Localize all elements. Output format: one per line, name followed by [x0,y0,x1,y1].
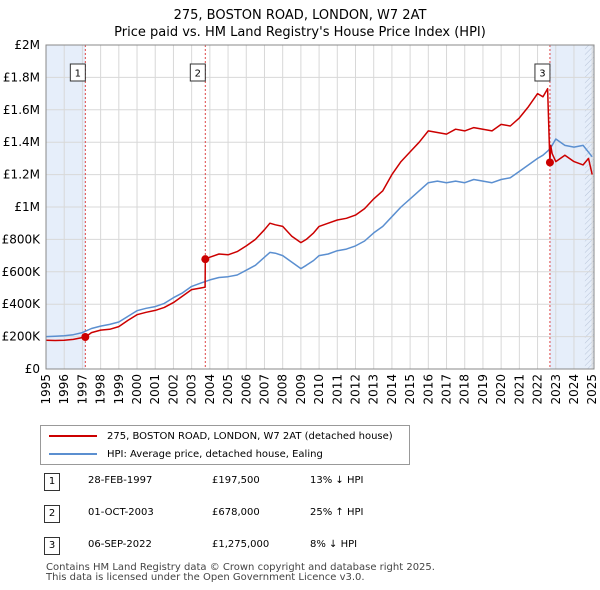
sale-number-label: 3 [539,69,545,80]
x-tick-label: 2016 [421,374,435,405]
x-tick-label: 1996 [57,374,71,405]
y-tick-label: £1M [14,200,40,214]
x-tick-label: 2015 [403,374,417,405]
y-tick-label: £600K [2,265,42,279]
x-tick-label: 2022 [531,374,545,405]
legend-swatch-property [49,435,97,437]
y-tick-label: £1.6M [3,103,40,117]
x-tick-label: 2025 [585,374,599,405]
transaction-date: 28-FEB-1997 [88,475,153,486]
x-tick-label: 1999 [112,374,126,405]
property-price-line [46,87,593,342]
x-tick-label: 2010 [312,374,326,405]
x-tick-label: 2021 [512,374,526,405]
price-chart: £0 £200K £400K £600K £800K £1M £1.2M £1.4M £1.6M… [2,38,600,405]
chart-subtitle: Price paid vs. HM Land Registry's House … [114,25,486,40]
transaction-hpi-diff: 25% ↑ HPI [310,507,364,518]
sale-point [545,158,554,167]
sale-number-label: 1 [75,69,81,80]
footer-attribution: Contains HM Land Registry data © Crown c… [46,563,435,583]
transaction-number: 2 [44,505,60,523]
table-row: 3 06-SEP-2022 £1,275,000 8% ↓ HPI [40,536,440,556]
legend-item-hpi: HPI: Average price, detached house, Eali… [49,447,323,461]
y-tick-label: £2M [14,38,40,52]
legend-item-property: 275, BOSTON ROAD, LONDON, W7 2AT (detach… [49,429,393,443]
legend-label-hpi: HPI: Average price, detached house, Eali… [107,448,323,460]
x-tick-label: 2008 [276,374,290,405]
footer-line-licence: This data is licensed under the Open Gov… [46,572,365,583]
sale-point [201,255,210,264]
y-tick-label: £800K [2,232,42,246]
x-tick-label: 2009 [294,374,308,405]
x-tick-label: 1995 [39,374,53,405]
plot-border [45,44,595,370]
x-tick-label: 2006 [239,374,253,405]
transaction-date: 06-SEP-2022 [88,539,152,550]
hpi-line [46,138,593,338]
x-tick-label: 2011 [330,374,344,405]
y-tick-label: £400K [2,297,42,311]
y-tick-label: £1.8M [3,70,40,84]
transaction-price: £678,000 [212,507,260,518]
x-tick-label: 2023 [549,374,563,405]
footer-line-copyright: Contains HM Land Registry data © Crown c… [46,562,435,573]
transaction-number: 1 [44,473,60,491]
sale-number-label: 2 [195,69,201,80]
x-tick-label: 2020 [494,374,508,405]
x-tick-label: 2005 [221,374,235,405]
transaction-hpi-diff: 13% ↓ HPI [310,475,364,486]
sale-number-box [69,63,86,82]
x-tick-label: 2012 [349,374,363,405]
sale-number-box [534,63,551,82]
x-tick-label: 2018 [458,374,472,405]
transaction-number: 3 [44,537,60,555]
x-tick-label: 2017 [440,374,454,405]
x-tick-label: 1997 [75,374,89,405]
x-tick-label: 2007 [257,374,271,405]
x-tick-label: 2001 [148,374,162,405]
y-tick-label: £200K [2,330,42,344]
chart-legend: 275, BOSTON ROAD, LONDON, W7 2AT (detach… [40,425,410,465]
x-tick-label: 2002 [166,374,180,405]
table-row: 2 01-OCT-2003 £678,000 25% ↑ HPI [40,504,440,524]
legend-swatch-hpi [49,453,97,455]
series-group [46,87,593,342]
x-tick-label: 2014 [385,374,399,405]
sale-number-box [189,63,206,82]
chart-title-line1: 275, BOSTON ROAD, LONDON, W7 2AT [173,8,427,23]
x-tick-label: 2019 [476,374,490,405]
sale-point [81,333,90,342]
x-tick-label: 2024 [567,374,581,405]
y-tick-label: £0 [25,362,40,376]
legend-label-property: 275, BOSTON ROAD, LONDON, W7 2AT (detach… [107,430,393,442]
x-tick-label: 2000 [130,374,144,405]
transaction-price: £197,500 [212,475,260,486]
transaction-date: 01-OCT-2003 [88,507,154,518]
x-tick-label: 2003 [185,374,199,405]
x-tick-label: 1998 [94,374,108,405]
x-tick-label: 2004 [203,374,217,405]
transaction-price: £1,275,000 [212,539,270,550]
y-tick-label: £1.4M [3,135,40,149]
transaction-hpi-diff: 8% ↓ HPI [310,539,358,550]
x-tick-label: 2013 [367,374,381,405]
table-row: 1 28-FEB-1997 £197,500 13% ↓ HPI [40,472,440,492]
y-tick-label: £1.2M [3,168,40,182]
